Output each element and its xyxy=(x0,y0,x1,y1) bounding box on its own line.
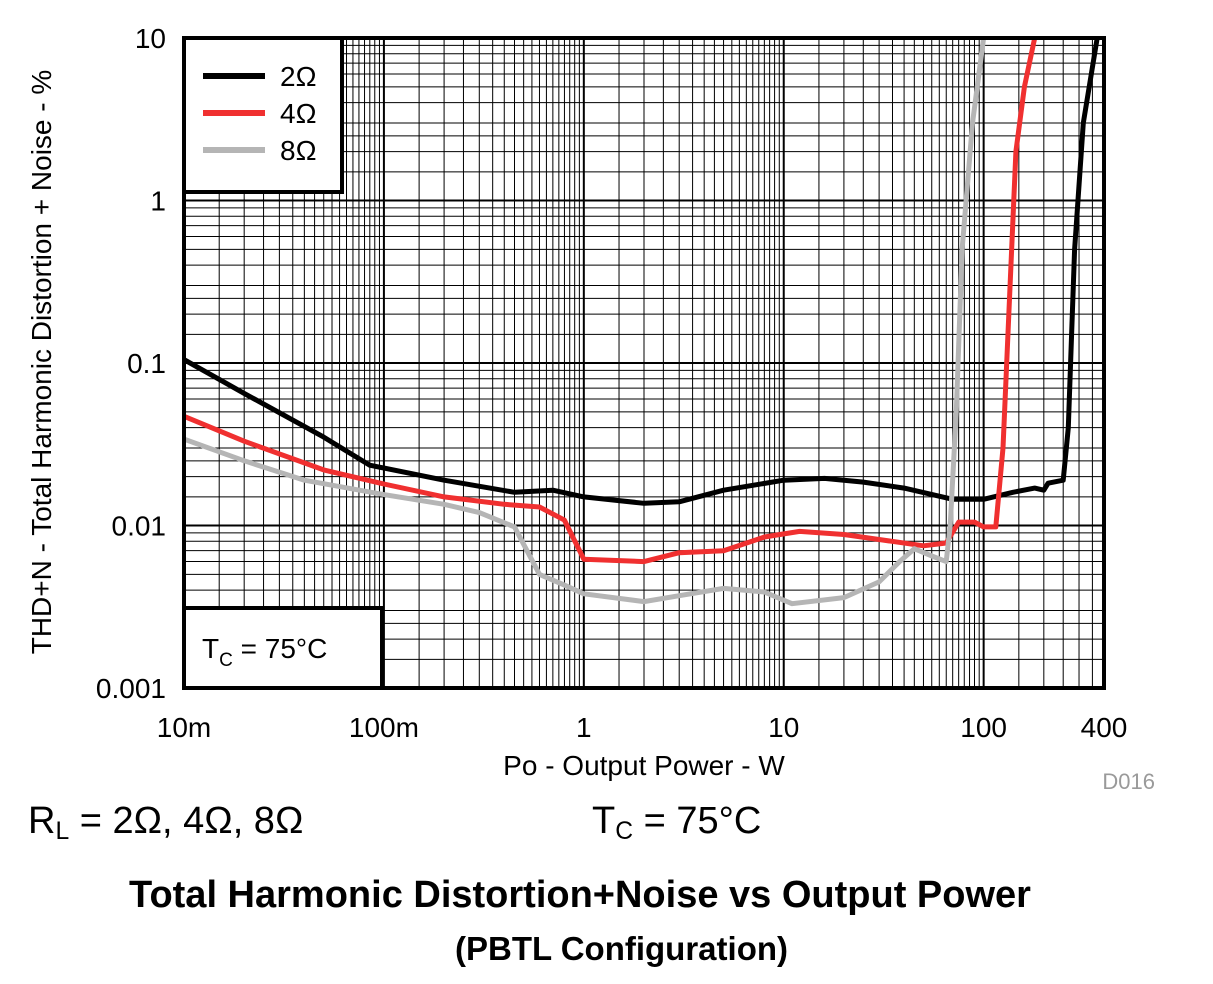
annotation-main: T xyxy=(202,633,219,664)
load-conditions: RL = 2Ω, 4Ω, 8Ω xyxy=(28,800,303,846)
series-line-3 xyxy=(184,38,987,607)
x-tick-label-3: 1 xyxy=(576,712,592,743)
tc-sub: C xyxy=(615,818,634,846)
annotation-rest: = 75°C xyxy=(233,633,327,664)
y-tick-label-5: 10 xyxy=(135,23,166,54)
x-tick-label-4: 10 xyxy=(768,712,799,743)
annotation-sub: C xyxy=(219,650,233,671)
y-tick-labels: 0.001 0.01 0.1 1 10 xyxy=(96,23,166,704)
series-line-1 xyxy=(184,38,1100,506)
rl-main: R xyxy=(28,800,56,842)
figure-subtitle: (PBTL Configuration) xyxy=(455,930,788,967)
x-tick-label-1: 10m xyxy=(157,712,211,743)
y-tick-label-2: 0.01 xyxy=(112,511,167,542)
y-tick-label-1: 0.001 xyxy=(96,673,166,704)
rl-rest: = 2Ω, 4Ω, 8Ω xyxy=(69,800,304,842)
tc-rest: = 75°C xyxy=(633,800,762,842)
y-tick-label-3: 0.1 xyxy=(127,348,166,379)
x-tick-labels: 10m 100m 1 10 100 400 xyxy=(157,712,1128,743)
x-tick-label-5: 100 xyxy=(960,712,1007,743)
series-line-2 xyxy=(184,38,1038,565)
y-axis-title: THD+N - Total Harmonic Distortion + Nois… xyxy=(26,70,57,655)
x-axis-title: Po - Output Power - W xyxy=(503,750,785,781)
annotation-box xyxy=(182,606,384,690)
rl-sub: L xyxy=(55,818,70,846)
temperature-annotation: TC = 75°C xyxy=(182,606,384,690)
x-tick-label-6: 400 xyxy=(1081,712,1128,743)
temperature-condition: TC = 75°C xyxy=(592,800,761,846)
figure-id: D016 xyxy=(1102,769,1155,794)
annotation-text: TC = 75°C xyxy=(202,633,327,671)
legend: 2Ω 4Ω 8Ω xyxy=(182,36,344,194)
y-tick-label-4: 1 xyxy=(150,186,166,217)
figure-title: Total Harmonic Distortion+Noise vs Outpu… xyxy=(129,874,1031,916)
legend-label-3: 8Ω xyxy=(280,135,317,166)
legend-label-2: 4Ω xyxy=(280,98,317,129)
series-lines xyxy=(184,38,1100,607)
legend-label-1: 2Ω xyxy=(280,61,317,92)
x-tick-label-2: 100m xyxy=(349,712,419,743)
plot-frame xyxy=(182,36,1106,690)
tc-main: T xyxy=(592,800,616,842)
